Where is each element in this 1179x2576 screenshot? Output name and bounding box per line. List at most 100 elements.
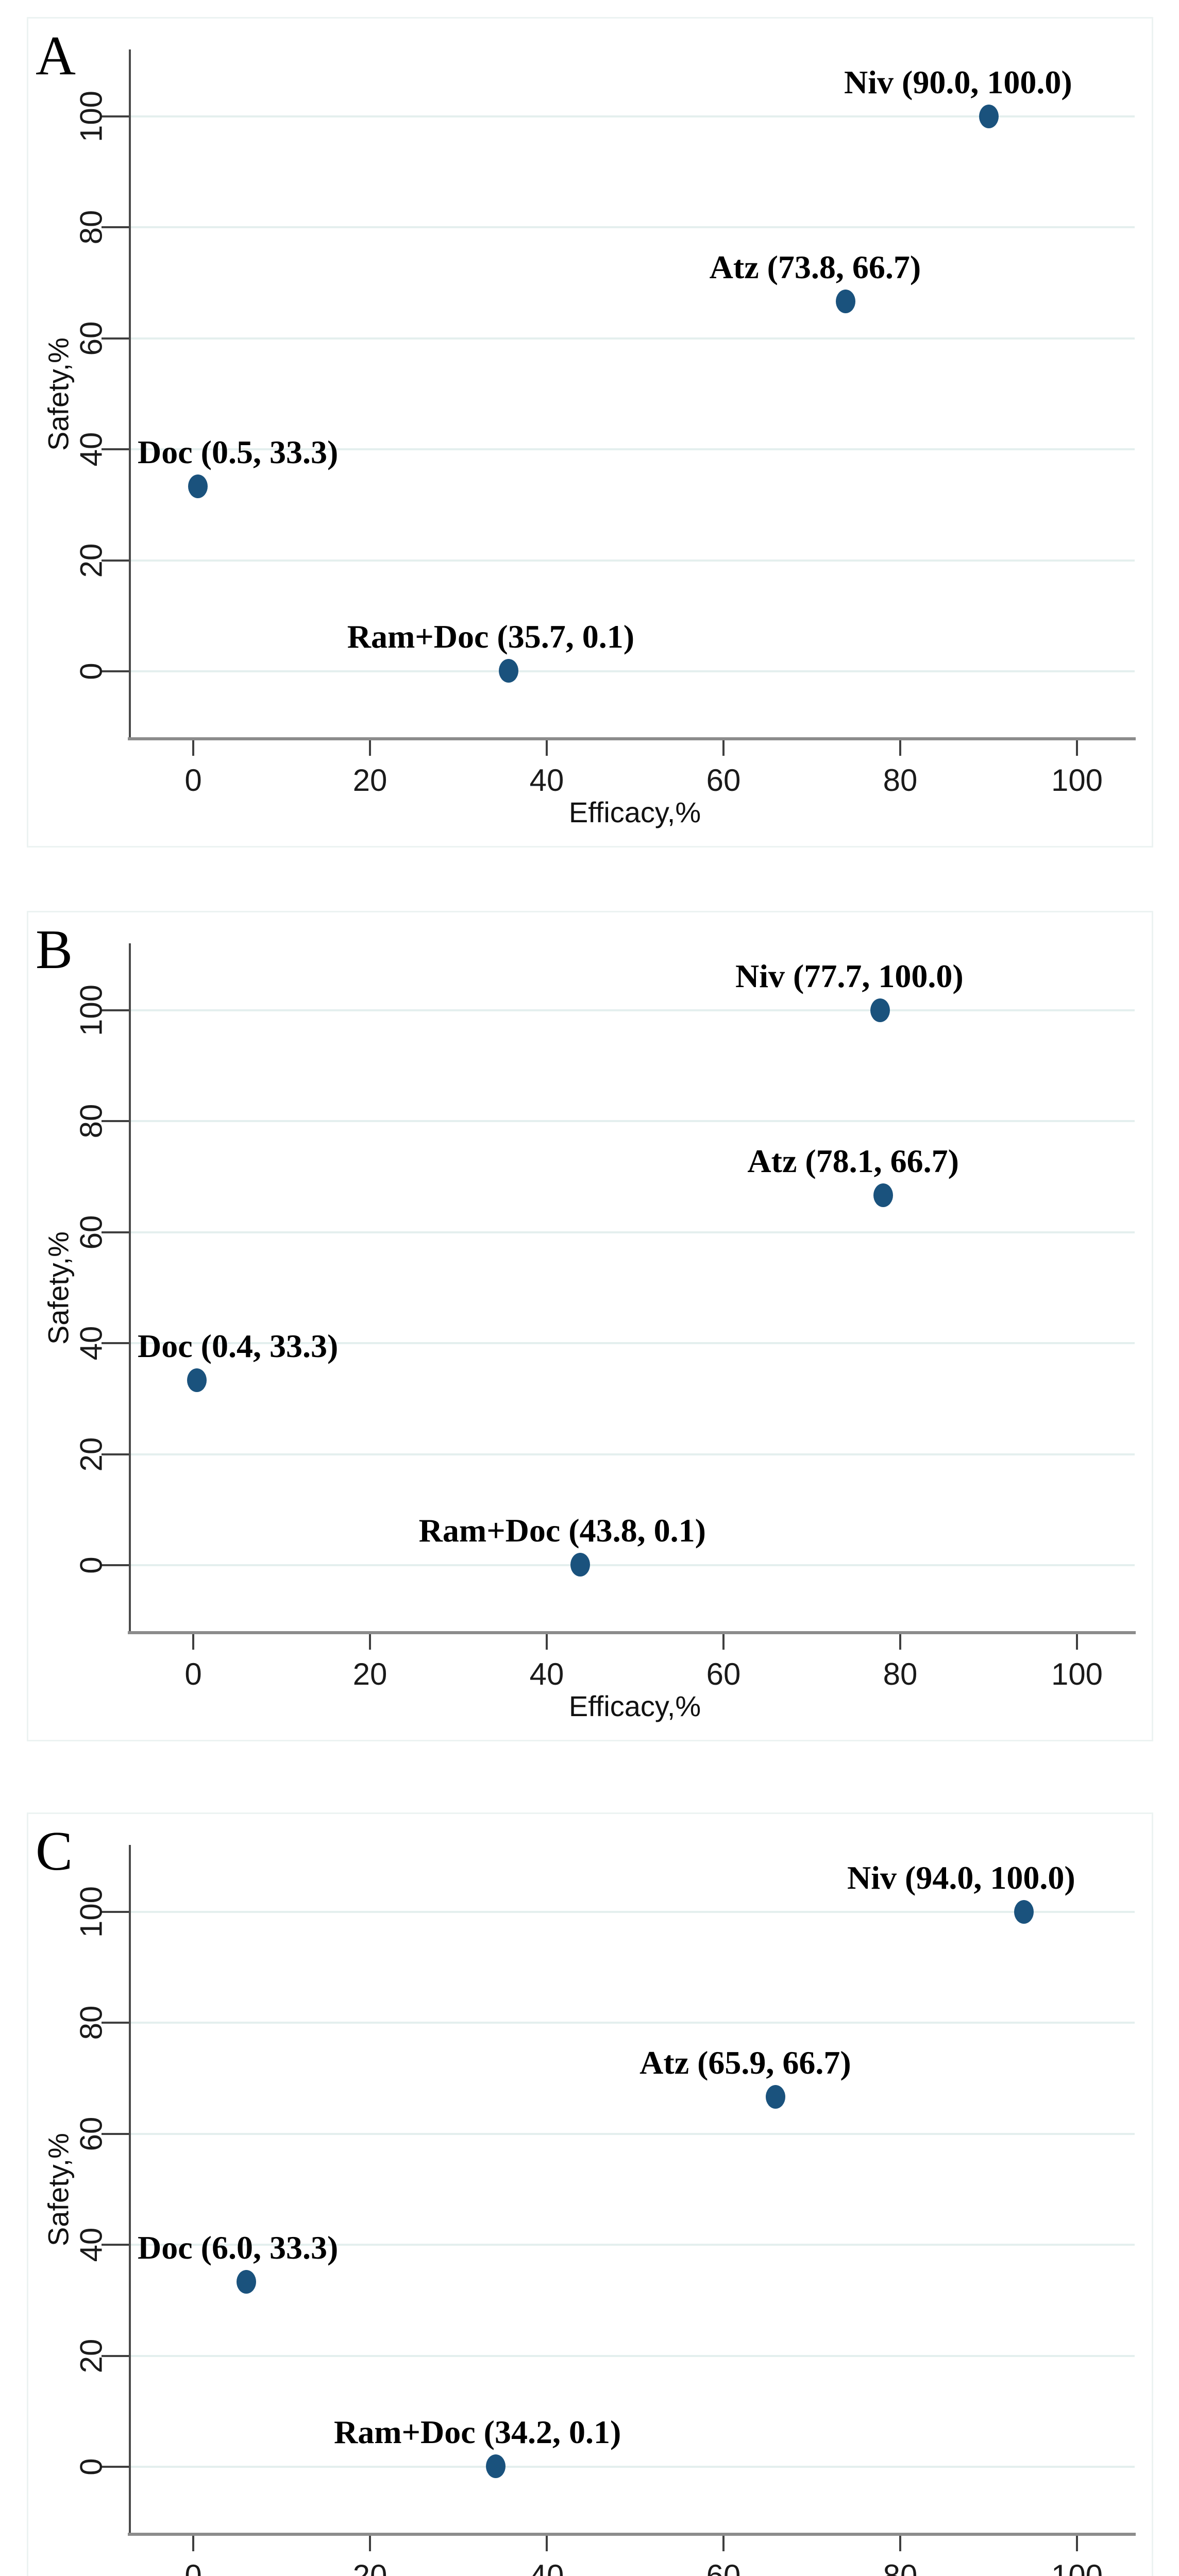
- panel-a-point-niv: [979, 105, 999, 128]
- panel-a-gridline-y40: [131, 448, 1135, 451]
- panel-a-y-tick-40: [102, 448, 129, 451]
- panel-b-y-tick-label-0: 0: [74, 1556, 109, 1574]
- panel-b-x-tick-20: [369, 1634, 371, 1650]
- panel-c: C Safety,% Efficacy,% 020406080100020406…: [27, 1812, 1153, 2576]
- panel-b-gridline-y60: [131, 1231, 1135, 1233]
- panel-c-y-tick-label-80: 80: [74, 2006, 109, 2040]
- panel-c-x-tick-100: [1076, 2536, 1078, 2551]
- panel-b-x-tick-label-0: 0: [184, 1657, 202, 1691]
- panel-a-y-tick-20: [102, 559, 129, 562]
- panel-a-point-atz: [835, 289, 855, 313]
- panel-a-y-axis-line: [129, 49, 131, 740]
- panel-c-y-axis-title: Safety,%: [42, 2133, 75, 2246]
- panel-c-x-tick-label-60: 60: [706, 2558, 741, 2576]
- panel-c-gridline-y100: [131, 1911, 1135, 1913]
- panel-c-x-axis-line: [128, 2533, 1136, 2536]
- panel-c-y-tick-80: [102, 2022, 129, 2024]
- panel-b-y-tick-label-100: 100: [74, 984, 109, 1037]
- panel-c-y-tick-label-40: 40: [74, 2227, 109, 2262]
- panel-c-x-tick-0: [192, 2536, 194, 2551]
- panel-c-y-tick-40: [102, 2244, 129, 2246]
- panel-a-x-tick-label-0: 0: [184, 763, 202, 798]
- panel-c-gridline-y80: [131, 2022, 1135, 2024]
- panel-c-y-tick-label-20: 20: [74, 2338, 109, 2373]
- panel-a-y-tick-label-80: 80: [74, 210, 109, 245]
- panel-a-gridline-y20: [131, 559, 1135, 562]
- panel-a-x-axis-title: Efficacy,%: [568, 796, 701, 828]
- panel-a-point-label-ram-doc: Ram+Doc (35.7, 0.1): [347, 618, 634, 655]
- panel-a-gridline-y80: [131, 226, 1135, 229]
- panel-c-point-label-doc: Doc (6.0, 33.3): [138, 2229, 339, 2266]
- panel-a-y-tick-100: [102, 115, 129, 117]
- panel-b-x-tick-60: [722, 1634, 725, 1650]
- panel-b-x-tick-label-60: 60: [706, 1657, 741, 1691]
- panel-b-y-tick-label-80: 80: [74, 1104, 109, 1139]
- panel-a-x-tick-label-100: 100: [1051, 763, 1103, 798]
- panel-a-x-tick-label-20: 20: [352, 763, 388, 798]
- panel-a-point-label-doc: Doc (0.5, 33.3): [138, 434, 339, 471]
- panel-b-y-tick-80: [102, 1120, 129, 1123]
- panel-c-point-doc: [236, 2270, 256, 2294]
- panel-c-x-tick-20: [369, 2536, 371, 2551]
- panel-c-y-tick-0: [102, 2466, 129, 2468]
- panel-a-letter: A: [36, 25, 76, 87]
- panel-b: B Safety,% Efficacy,% 0 20 40 60 80 100 0 20 40 6…: [27, 911, 1153, 1741]
- panel-a-point-label-niv: Niv (90.0, 100.0): [844, 64, 1072, 100]
- panel-b-point-label-ram-doc: Ram+Doc (43.8, 0.1): [418, 1512, 706, 1549]
- panel-a-x-tick-20: [369, 740, 371, 756]
- panel-c-x-tick-80: [899, 2536, 901, 2551]
- panel-b-point-ram-doc: [570, 1552, 591, 1577]
- panel-a-x-tick-label-60: 60: [706, 763, 741, 798]
- panel-a-y-tick-0: [102, 670, 129, 672]
- panel-a-y-tick-label-20: 20: [74, 543, 109, 578]
- panel-a-point-doc: [188, 474, 208, 499]
- panel-b-gridline-y100: [131, 1009, 1135, 1011]
- panel-a-x-tick-label-80: 80: [883, 763, 918, 798]
- panel-b-y-tick-40: [102, 1342, 129, 1345]
- panel-b-gridline-y40: [131, 1342, 1135, 1345]
- panel-b-gridline-y20: [131, 1453, 1135, 1455]
- panel-c-point-label-ram-doc: Ram+Doc (34.2, 0.1): [334, 2413, 621, 2450]
- panel-a-y-tick-80: [102, 226, 129, 229]
- panel-a-y-tick-label-60: 60: [74, 321, 109, 356]
- panel-c-y-tick-100: [102, 1911, 129, 1913]
- panel-b-x-tick-label-40: 40: [529, 1657, 564, 1691]
- panel-c-point-atz: [766, 2084, 786, 2109]
- panel-b-y-tick-label-60: 60: [74, 1215, 109, 1250]
- panel-a-gridline-y60: [131, 337, 1135, 340]
- panel-b-y-tick-0: [102, 1564, 129, 1566]
- panel-c-gridline-y40: [131, 2244, 1135, 2246]
- panel-c-y-axis-line: [129, 1845, 131, 2535]
- panel-a-point-ram-doc: [499, 658, 519, 683]
- panel-c-y-tick-label-60: 60: [74, 2116, 109, 2151]
- panel-a-y-tick-label-0: 0: [74, 663, 109, 680]
- panel-b-point-niv: [870, 998, 890, 1022]
- panel-b-y-tick-100: [102, 1009, 129, 1011]
- panel-a-y-tick-60: [102, 337, 129, 340]
- panel-a-gridline-y0: [131, 670, 1135, 672]
- panel-c-gridline-y0: [131, 2466, 1135, 2468]
- panel-b-x-tick-0: [192, 1634, 194, 1650]
- panel-b-y-tick-label-40: 40: [74, 1326, 109, 1361]
- panel-a-y-tick-label-40: 40: [74, 432, 109, 467]
- panel-c-x-tick-label-0: 0: [184, 2558, 202, 2576]
- panel-c-gridline-y60: [131, 2132, 1135, 2135]
- panel-a-x-tick-0: [192, 740, 194, 756]
- panel-c-y-tick-label-100: 100: [74, 1886, 109, 1938]
- panel-b-x-tick-label-80: 80: [883, 1657, 918, 1691]
- panel-b-letter: B: [36, 919, 73, 980]
- panel-b-x-axis-title: Efficacy,%: [568, 1690, 701, 1722]
- panel-b-y-axis-line: [129, 943, 131, 1634]
- panel-b-gridline-y0: [131, 1564, 1135, 1566]
- panel-c-x-tick-label-100: 100: [1051, 2558, 1103, 2576]
- panel-c-y-tick-60: [102, 2132, 129, 2135]
- panel-a-x-tick-100: [1076, 740, 1078, 756]
- panel-c-x-tick-label-40: 40: [529, 2558, 564, 2576]
- panel-b-y-tick-label-20: 20: [74, 1437, 109, 1471]
- panel-b-x-tick-label-100: 100: [1051, 1657, 1103, 1691]
- panel-a-x-axis-line: [128, 737, 1136, 740]
- panel-a-y-tick-label-100: 100: [74, 90, 109, 143]
- panel-b-x-tick-label-20: 20: [352, 1657, 388, 1691]
- panel-c-x-tick-label-20: 20: [352, 2558, 388, 2576]
